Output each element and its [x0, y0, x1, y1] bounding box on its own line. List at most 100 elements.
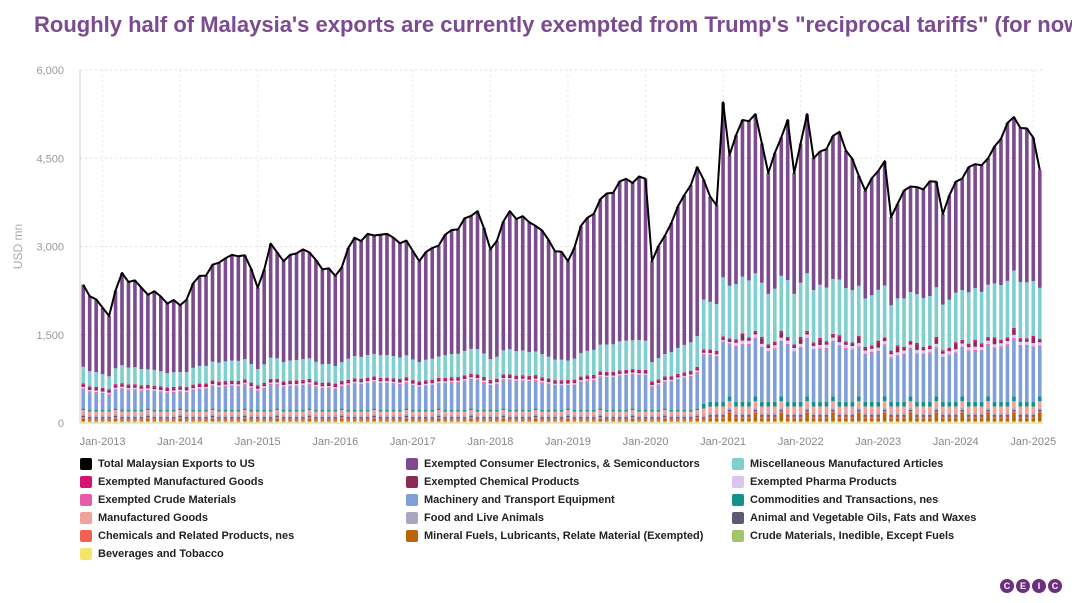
legend-item[interactable]: Exempted Manufactured Goods — [80, 476, 264, 488]
bar-segment — [598, 374, 603, 377]
bar-segment — [230, 384, 234, 386]
bar-segment — [507, 411, 512, 416]
bar-segment — [133, 418, 137, 421]
bar-segment — [928, 418, 932, 422]
bar-segment — [708, 412, 712, 416]
bar-segment — [889, 358, 893, 402]
bar-segment — [766, 172, 771, 294]
legend-item[interactable]: Manufactured Goods — [80, 512, 208, 524]
bar-segment — [973, 164, 977, 289]
bar-segment — [592, 410, 596, 412]
bar-segment — [701, 415, 706, 418]
bar-segment — [941, 357, 945, 402]
bar-segment — [805, 421, 809, 423]
legend-item[interactable]: Food and Live Animals — [406, 512, 544, 524]
legend-item[interactable]: Exempted Consumer Electronics, & Semicon… — [406, 458, 700, 470]
legend-item[interactable]: Commodities and Transactions, nes — [732, 494, 938, 506]
bar-segment — [540, 383, 544, 411]
bar-segment — [760, 401, 764, 407]
bar-segment — [753, 422, 758, 423]
bar-segment — [811, 349, 816, 351]
bar-segment — [559, 415, 564, 418]
bar-segment — [178, 389, 182, 392]
bar-segment — [792, 416, 796, 419]
legend-item[interactable]: Exempted Crude Materials — [80, 494, 236, 506]
legend-item[interactable]: Miscellaneous Manufactured Articles — [732, 458, 943, 470]
bar-segment — [637, 422, 641, 423]
bar-segment — [1005, 421, 1010, 423]
bar-segment — [443, 383, 447, 411]
bar-segment — [953, 421, 958, 423]
bar-segment — [727, 411, 732, 413]
bar-segment — [740, 276, 745, 334]
bar-segment — [417, 421, 422, 423]
bar-segment — [520, 350, 525, 376]
bar-segment — [436, 381, 441, 383]
bar-segment — [630, 422, 635, 423]
bar-segment — [443, 417, 447, 419]
bar-segment — [133, 389, 137, 391]
legend-item[interactable]: Crude Materials, Inedible, Except Fuels — [732, 530, 954, 542]
bar-segment — [139, 417, 144, 419]
bar-segment — [546, 383, 551, 385]
bar-segment — [637, 176, 641, 341]
legend-item[interactable]: Animal and Vegetable Oils, Fats and Waxe… — [732, 512, 976, 524]
bar-segment — [100, 393, 105, 394]
bar-segment — [430, 411, 435, 416]
bar-segment — [327, 383, 331, 387]
bar-segment — [372, 410, 376, 414]
bar-segment — [1025, 338, 1029, 340]
bar-segment — [701, 403, 706, 409]
bar-segment — [197, 389, 202, 411]
legend-item[interactable]: Beverages and Tobacco — [80, 548, 224, 560]
bar-segment — [766, 421, 771, 423]
bar-segment — [760, 336, 764, 339]
bar-segment — [113, 418, 118, 422]
bar-segment — [475, 421, 480, 423]
bar-segment — [275, 421, 279, 423]
bar-segment — [501, 421, 506, 423]
bar-segment — [902, 350, 906, 354]
bar-segment — [365, 417, 370, 419]
bar-segment — [546, 417, 551, 419]
bar-segment — [656, 411, 661, 416]
legend-item[interactable]: Chemicals and Related Products, nes — [80, 530, 294, 542]
bar-segment — [876, 342, 881, 348]
bar-segment — [197, 410, 202, 412]
bar-segment — [676, 418, 680, 421]
bar-segment — [559, 385, 564, 387]
bar-segment — [126, 418, 131, 421]
bar-segment — [404, 417, 409, 419]
bar-segment — [630, 421, 635, 423]
bar-segment — [139, 411, 144, 416]
bar-segment — [385, 417, 389, 419]
bar-segment — [650, 410, 654, 412]
legend-item[interactable]: Machinery and Transport Equipment — [406, 494, 615, 506]
bar-segment — [81, 413, 86, 416]
bar-segment — [352, 378, 357, 380]
bar-segment — [876, 170, 881, 290]
bar-segment — [811, 345, 816, 350]
bar-segment — [533, 380, 538, 381]
bar-segment — [178, 372, 182, 387]
bar-segment — [262, 364, 267, 383]
bar-segment — [113, 384, 118, 386]
legend-item[interactable]: Total Malaysian Exports to US — [80, 458, 255, 470]
bar-segment — [553, 417, 557, 419]
bar-segment — [760, 406, 764, 413]
bar-segment — [559, 410, 564, 412]
bar-segment — [249, 420, 254, 422]
legend-item[interactable]: Mineral Fuels, Lubricants, Relate Materi… — [406, 530, 703, 542]
bar-segment — [973, 349, 977, 351]
bar-segment — [417, 261, 422, 363]
bar-segment — [456, 229, 460, 354]
bar-segment — [960, 421, 965, 423]
bar-segment — [772, 421, 777, 423]
bar-segment — [682, 372, 687, 374]
bar-segment — [992, 421, 997, 423]
legend-item[interactable]: Exempted Chemical Products — [406, 476, 579, 488]
bar-segment — [908, 411, 913, 413]
legend-item[interactable]: Exempted Pharma Products — [732, 476, 897, 488]
bar-segment — [262, 415, 267, 418]
bar-segment — [766, 415, 771, 417]
